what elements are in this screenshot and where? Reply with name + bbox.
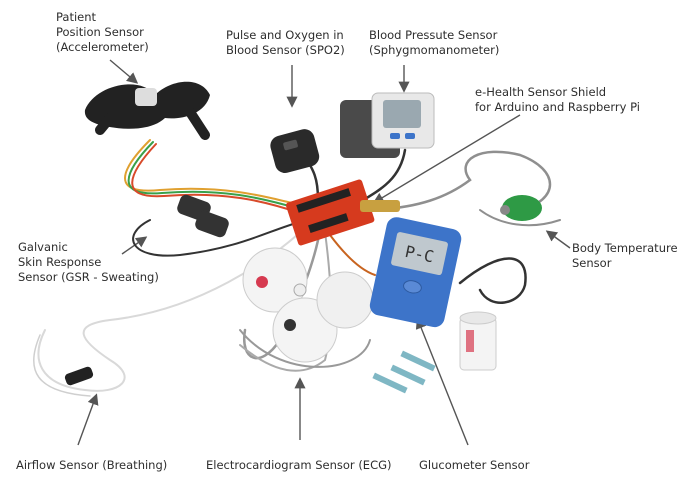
- airflow-sensor-tip: [64, 366, 94, 386]
- test-strips: [372, 350, 436, 394]
- arrow-gsr: [121, 236, 148, 255]
- pulse-oximeter: [270, 129, 320, 174]
- label-airflow-sensor: Airflow Sensor (Breathing): [16, 458, 168, 472]
- position-sensor-strap: [84, 81, 210, 140]
- label-ecg-sensor: Electrocardiogram Sensor (ECG): [206, 458, 392, 472]
- blood-pressure-monitor: [340, 92, 435, 158]
- glucometer-device: P-C: [369, 217, 462, 328]
- label-pulse-oxygen-sensor: Pulse and Oxygen in Blood Sensor (SPO2): [226, 28, 345, 57]
- leader-arrows: [77, 59, 571, 446]
- temperature-probe: [500, 195, 542, 221]
- cables: [32, 139, 561, 397]
- arrow-shield: [372, 114, 521, 204]
- arrow-airflow: [77, 393, 99, 446]
- arrow-body-temperature: [545, 230, 571, 249]
- label-gsr-sensor: Galvanic Skin Response Sensor (GSR - Swe…: [18, 240, 159, 284]
- arrow-glucometer: [415, 317, 469, 446]
- label-ehealth-shield: e-Health Sensor Shield for Arduino and R…: [475, 85, 640, 114]
- ehealth-shield-board: [285, 179, 400, 246]
- test-strip-container: [459, 311, 497, 371]
- label-blood-pressure-sensor: Blood Pressute Sensor (Sphygmomanometer): [369, 28, 500, 57]
- arrow-patient-position: [109, 59, 139, 84]
- ecg-electrodes: [242, 247, 374, 363]
- label-patient-position-sensor: Patient Position Sensor (Accelerometer): [56, 10, 149, 54]
- label-glucometer-sensor: Glucometer Sensor: [419, 458, 530, 472]
- gsr-finger-straps: [177, 194, 229, 238]
- label-body-temperature-sensor: Body Temperature Sensor: [572, 241, 678, 270]
